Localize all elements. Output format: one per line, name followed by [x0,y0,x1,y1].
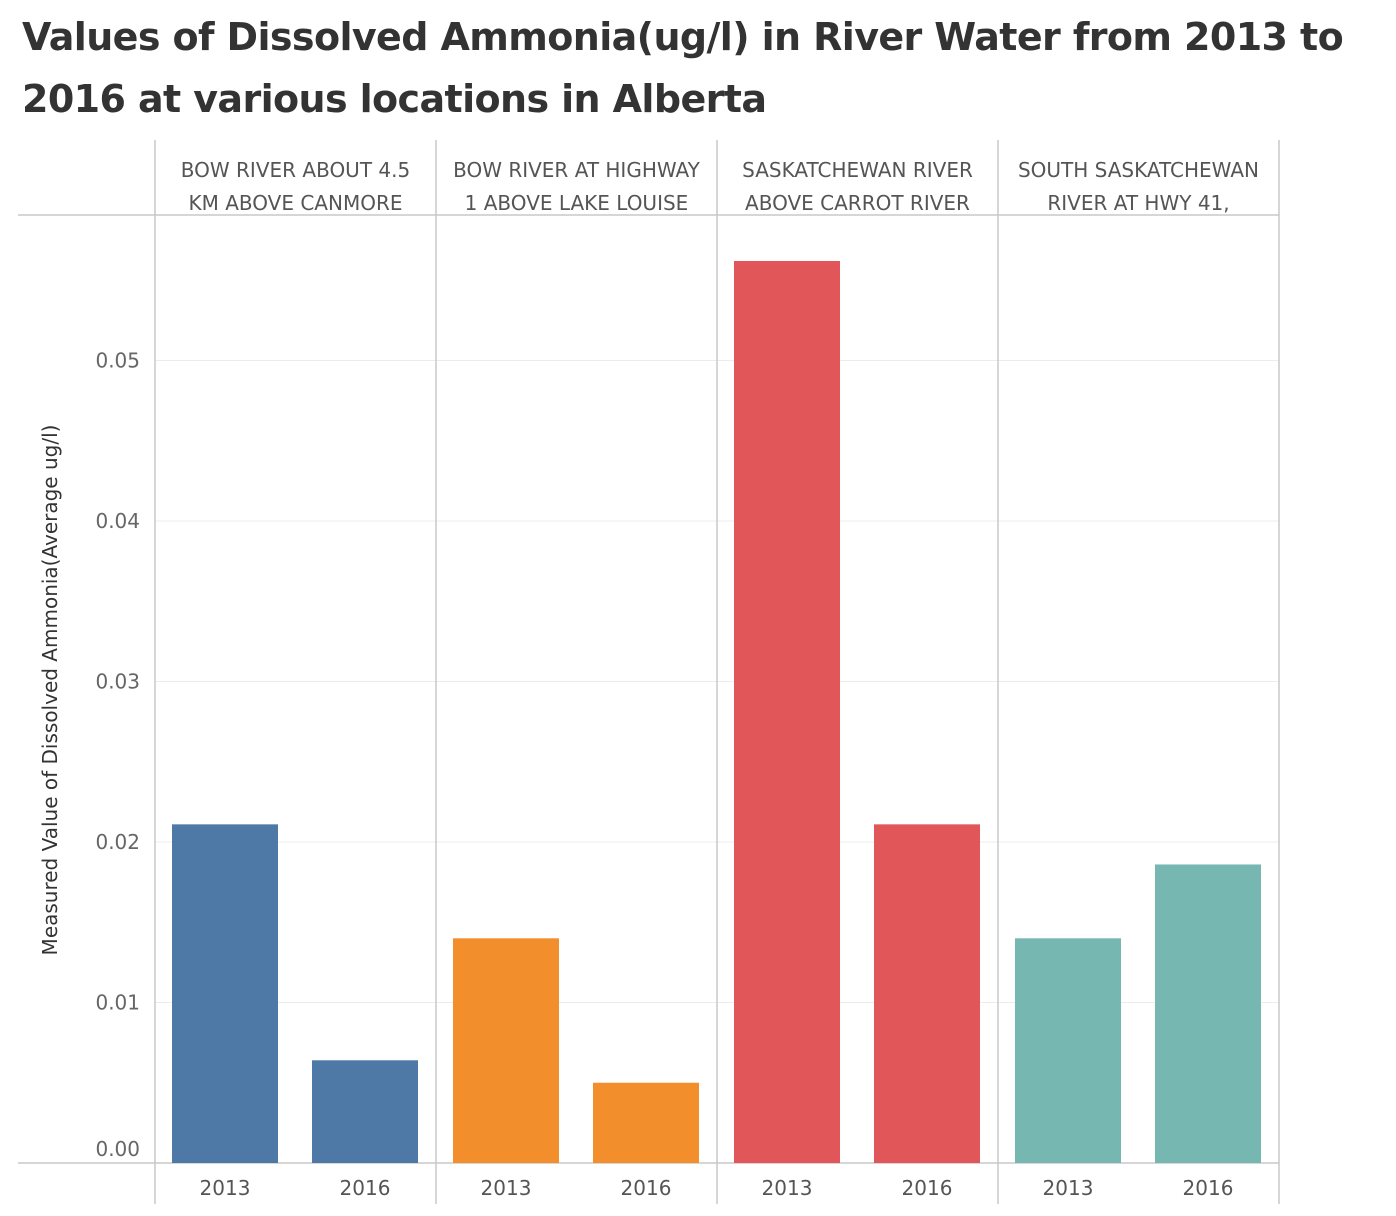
bar[interactable] [1015,938,1121,1163]
chart-title: Values of Dissolved Ammonia(ug/l) in Riv… [22,15,1344,121]
panel-header-line: RIVER AT HWY 41, [1047,191,1229,215]
y-tick-label: 0.00 [95,1137,140,1161]
x-tick-label: 2016 [621,1176,672,1200]
y-axis-title: Measured Value of Dissolved Ammonia(Aver… [38,425,62,956]
y-tick-label: 0.05 [95,349,140,373]
x-tick-label: 2013 [762,1176,813,1200]
x-tick-label: 2016 [340,1176,391,1200]
panel-header-line: BOW RIVER ABOUT 4.5 [181,158,410,182]
bar[interactable] [312,1060,418,1163]
x-tick-label: 2013 [200,1176,251,1200]
panel-header-line: BOW RIVER AT HIGHWAY [453,158,701,182]
bar[interactable] [172,824,278,1163]
panel-header-line: KM ABOVE CANMORE [189,191,403,215]
bar[interactable] [734,260,840,1163]
y-tick-label: 0.03 [95,670,140,694]
y-tick-label: 0.04 [95,509,140,533]
x-tick-label: 2016 [1183,1176,1234,1200]
x-tick-label: 2013 [481,1176,532,1200]
bar[interactable] [874,824,980,1163]
panel-header-line: SOUTH SASKATCHEWAN [1018,158,1259,182]
bar[interactable] [593,1082,699,1163]
axis-labels: 0.00 0.01 0.02 0.03 0.04 0.05 BOW RIVER ABOUT … [95,158,1259,1200]
y-tick-label: 0.02 [95,830,140,854]
x-tick-label: 2013 [1043,1176,1094,1200]
panel-header-line: ABOVE CARROT RIVER [745,191,970,215]
y-tick-label: 0.01 [95,991,140,1015]
bar[interactable] [1155,864,1261,1163]
bars [172,260,1261,1163]
x-tick-label: 2016 [902,1176,953,1200]
bar[interactable] [453,938,559,1163]
panel-header-line: SASKATCHEWAN RIVER [742,158,973,182]
panel-header-line: 1 ABOVE LAKE LOUISE [465,191,689,215]
